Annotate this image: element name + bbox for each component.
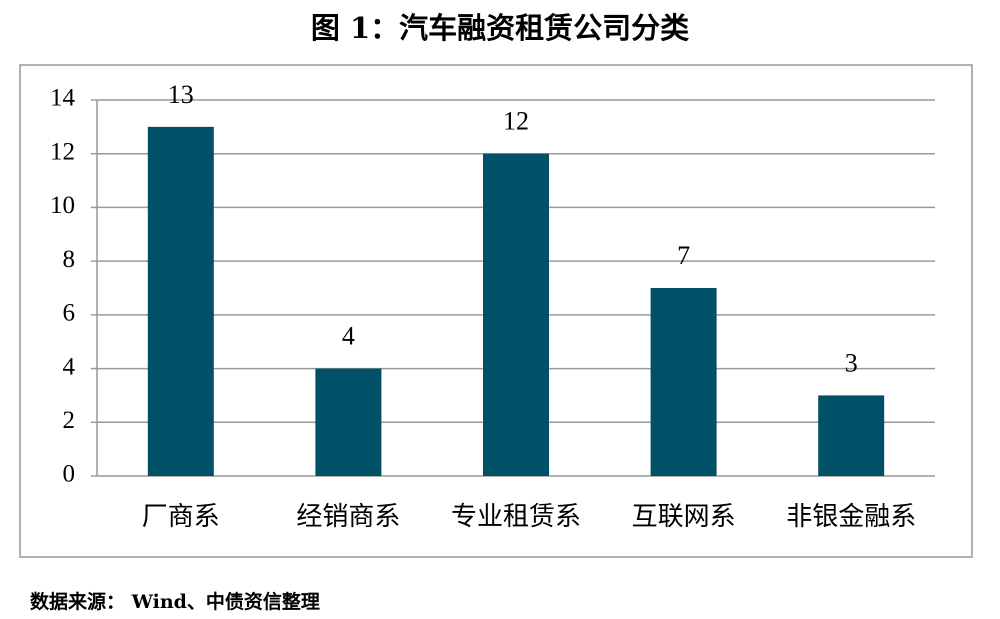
y-tick-label: 10 xyxy=(50,192,75,219)
data-label: 12 xyxy=(503,107,529,136)
bar xyxy=(483,153,549,476)
x-tick-label: 厂商系 xyxy=(142,502,220,532)
x-tick-label: 专业租赁系 xyxy=(451,502,581,532)
bar xyxy=(650,288,717,476)
y-tick-label: 2 xyxy=(63,407,76,434)
data-label: 3 xyxy=(845,348,858,377)
chart-frame xyxy=(19,64,973,558)
x-tick-label: 经销商系 xyxy=(296,502,400,532)
x-tick-label: 互联网系 xyxy=(632,502,736,532)
y-tick-label: 12 xyxy=(50,138,75,165)
y-tick-label: 6 xyxy=(63,300,76,327)
source-note: 数据来源： Wind、中债资信整理 xyxy=(30,590,320,613)
y-tick-label: 4 xyxy=(63,353,76,380)
data-label: 4 xyxy=(342,322,355,351)
y-tick-label: 8 xyxy=(63,246,76,273)
bar xyxy=(818,395,885,476)
y-tick-label: 14 xyxy=(50,85,76,112)
x-tick-label: 非银金融系 xyxy=(786,502,916,532)
bar xyxy=(147,126,214,476)
y-tick-label: 0 xyxy=(63,461,76,488)
data-label: 7 xyxy=(677,241,690,270)
data-label: 13 xyxy=(168,80,194,109)
bar xyxy=(315,368,382,476)
chart-title: 图 1：汽车融资租赁公司分类 xyxy=(311,11,689,45)
